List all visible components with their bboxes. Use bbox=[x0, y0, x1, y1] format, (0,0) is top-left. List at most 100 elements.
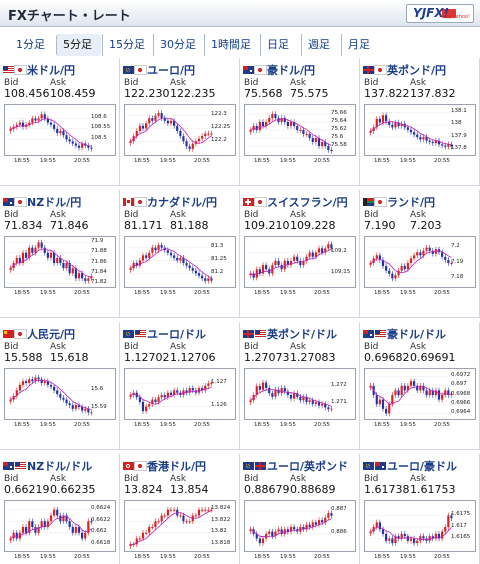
bid-value: 0.88679 bbox=[244, 483, 290, 496]
tab-4[interactable]: 30分足 bbox=[153, 34, 207, 56]
pair-card[interactable]: ユーロ/英ポンド Bid Ask 0.88679 0.88689 0.887 0.886 18… bbox=[240, 454, 360, 564]
mini-chart[interactable] bbox=[244, 368, 356, 420]
pair-card[interactable]: 豪ドル/円 Bid Ask 75.568 75.575 75.66 75.64 75.62 75… bbox=[240, 58, 360, 186]
mini-chart[interactable] bbox=[4, 368, 116, 420]
candle bbox=[327, 513, 330, 518]
candle bbox=[25, 527, 28, 533]
y-tick-label: 0.6968 bbox=[451, 390, 471, 397]
mini-chart[interactable] bbox=[364, 500, 476, 552]
mini-chart[interactable] bbox=[244, 104, 356, 156]
pair-card[interactable]: カナダドル/円 Bid Ask 81.171 81.188 81.3 81.25 81.2 18… bbox=[120, 190, 240, 318]
pair-card[interactable]: NZドル/ドル Bid Ask 0.66219 0.66235 0.6624 0.6622 0… bbox=[0, 454, 120, 564]
mini-chart[interactable] bbox=[244, 236, 356, 288]
bid-label: Bid bbox=[244, 78, 259, 88]
pair-card[interactable]: ユーロ/円 Bid Ask 122.230 122.235 122.3 122.25 122.… bbox=[120, 58, 240, 186]
bid-label: Bid bbox=[244, 474, 259, 484]
pair-card[interactable]: 香港ドル/円 Bid Ask 13.824 13.854 13.824 13.822 13.8… bbox=[120, 454, 240, 564]
pair-name[interactable]: 人民元/円 bbox=[3, 326, 75, 342]
candle bbox=[317, 138, 321, 146]
mini-chart[interactable] bbox=[124, 104, 236, 156]
ask-value: 137.832 bbox=[410, 87, 456, 100]
candle bbox=[293, 256, 296, 261]
candle bbox=[77, 405, 81, 407]
tab-2[interactable]: 5分足 bbox=[56, 34, 101, 56]
pair-name[interactable]: ユーロ/英ポンド bbox=[243, 458, 348, 474]
ask-value: 0.66235 bbox=[50, 483, 96, 496]
candle bbox=[413, 538, 416, 544]
pair-name[interactable]: ユーロ/円 bbox=[123, 62, 195, 78]
candle bbox=[135, 263, 138, 266]
candle bbox=[191, 268, 194, 271]
candle bbox=[437, 390, 441, 400]
candle bbox=[68, 139, 71, 142]
x-tick-label: 20:55 bbox=[194, 158, 210, 164]
pair-name[interactable]: 英ポンド/ドル bbox=[243, 326, 337, 342]
moving-average-line bbox=[10, 248, 92, 278]
tab-7[interactable]: 週足 bbox=[301, 34, 344, 56]
candle bbox=[56, 509, 59, 516]
pair-name[interactable]: 豪ドル/円 bbox=[243, 62, 315, 78]
pair-card[interactable]: 人民元/円 Bid Ask 15.588 15.618 15.6 15.59 18:55 19:… bbox=[0, 322, 120, 450]
pair-name[interactable]: 米ドル/円 bbox=[3, 62, 75, 78]
candle bbox=[62, 515, 65, 522]
tab-5[interactable]: 1時間足 bbox=[204, 34, 265, 56]
tab-1[interactable]: 1分足 bbox=[16, 38, 45, 51]
candle bbox=[145, 406, 148, 412]
pair-name[interactable]: 英ポンド/円 bbox=[363, 62, 446, 78]
mini-chart[interactable] bbox=[124, 368, 236, 420]
pair-name[interactable]: スイスフラン/円 bbox=[243, 194, 348, 210]
candle bbox=[441, 252, 444, 257]
mini-chart[interactable] bbox=[4, 104, 116, 156]
mini-chart[interactable] bbox=[4, 500, 116, 552]
candle bbox=[327, 146, 330, 150]
pair-name[interactable]: 香港ドル/円 bbox=[123, 458, 206, 474]
tab-6[interactable]: 日足 bbox=[260, 34, 303, 56]
candle bbox=[9, 538, 12, 541]
pair-card[interactable]: 豪ドル/ドル Bid Ask 0.69682 0.69691 0.6972 0.697 0.6… bbox=[360, 322, 480, 450]
candle bbox=[21, 122, 25, 127]
y-tick-label: 81.3 bbox=[211, 243, 224, 250]
x-tick-label: 20:55 bbox=[434, 290, 450, 296]
mini-chart[interactable] bbox=[364, 104, 476, 156]
ask-label: Ask bbox=[410, 210, 427, 220]
candle bbox=[53, 386, 56, 391]
candle bbox=[151, 118, 154, 121]
pair-name[interactable]: ユーロ/ドル bbox=[123, 326, 206, 342]
pair-name[interactable]: ユーロ/豪ドル bbox=[363, 458, 457, 474]
pair-card[interactable]: ユーロ/豪ドル Bid Ask 1.61738 1.61753 1.6175 1.617 1.… bbox=[360, 454, 480, 564]
pair-card[interactable]: スイスフラン/円 Bid Ask 109.210 109.228 109.2 109.15 1… bbox=[240, 190, 360, 318]
candle bbox=[15, 390, 18, 396]
candle bbox=[18, 122, 21, 125]
mini-chart[interactable] bbox=[364, 368, 476, 420]
bid-value: 15.588 bbox=[4, 351, 43, 364]
pair-card[interactable]: 米ドル/円 Bid Ask 108.456 108.459 108.6 108.55 108.… bbox=[0, 58, 120, 186]
mini-chart[interactable] bbox=[4, 236, 116, 288]
pair-card[interactable]: 英ポンド/円 Bid Ask 137.822 137.832 138.1 138 137.9 1… bbox=[360, 58, 480, 186]
pair-card[interactable]: ランド/円 Bid Ask 7.190 7.203 7.2 7.19 7.18 18:55 19:… bbox=[360, 190, 480, 318]
pair-name[interactable]: ランド/円 bbox=[363, 194, 435, 210]
pair-card[interactable]: 英ポンド/ドル Bid Ask 1.27073 1.27083 1.272 1.271 18:… bbox=[240, 322, 360, 450]
candle bbox=[84, 278, 87, 281]
tab-3[interactable]: 15分足 bbox=[102, 34, 156, 56]
mini-chart[interactable] bbox=[124, 236, 236, 288]
candle bbox=[28, 379, 31, 384]
candle bbox=[37, 242, 40, 248]
mini-chart[interactable] bbox=[364, 236, 476, 288]
candle bbox=[406, 127, 409, 130]
candle bbox=[289, 395, 293, 399]
tab-8[interactable]: 月足 bbox=[341, 34, 384, 56]
candle bbox=[154, 247, 157, 251]
mini-chart[interactable] bbox=[244, 500, 356, 552]
pair-name[interactable]: 豪ドル/ドル bbox=[363, 326, 446, 342]
y-tick-label: 1.126 bbox=[211, 402, 227, 408]
pair-name[interactable]: カナダドル/円 bbox=[123, 194, 217, 210]
ask-label: Ask bbox=[410, 474, 427, 484]
mini-chart[interactable] bbox=[124, 500, 236, 552]
pair-card[interactable]: NZドル/円 Bid Ask 71.834 71.846 71.9 71.88 71.86 71… bbox=[0, 190, 120, 318]
pair-name[interactable]: NZドル/ドル bbox=[3, 458, 92, 474]
pair-card[interactable]: ユーロ/ドル Bid Ask 1.12702 1.12706 1.127 1.126 18:5… bbox=[120, 322, 240, 450]
pair-name[interactable]: NZドル/円 bbox=[3, 194, 81, 210]
yjfx-logo[interactable]: YJFX! by Yahoo! bbox=[406, 4, 474, 23]
flag-nz-jp-icon bbox=[3, 196, 27, 209]
candle bbox=[138, 397, 141, 402]
